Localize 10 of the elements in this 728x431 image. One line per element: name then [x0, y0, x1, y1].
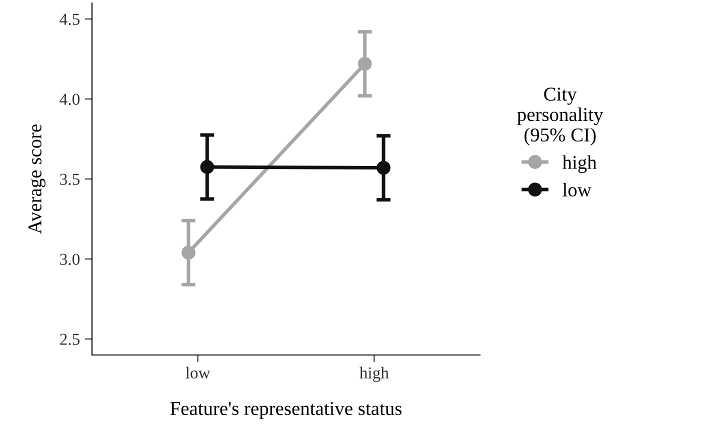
- y-tick-label: 3.0: [60, 254, 80, 266]
- legend-label: high: [562, 155, 597, 174]
- legend-label: low: [562, 182, 592, 197]
- x-axis-title: Feature's representative status: [170, 402, 402, 420]
- y-tick-label: 2.5: [60, 334, 80, 346]
- y-tick-label: 4.0: [60, 94, 80, 106]
- legend-title: City personality (95% CI): [517, 88, 604, 146]
- y-tick-label: 4.5: [60, 14, 80, 26]
- y-tick-label: 3.5: [60, 174, 80, 186]
- y-axis-title: Average score: [28, 124, 46, 234]
